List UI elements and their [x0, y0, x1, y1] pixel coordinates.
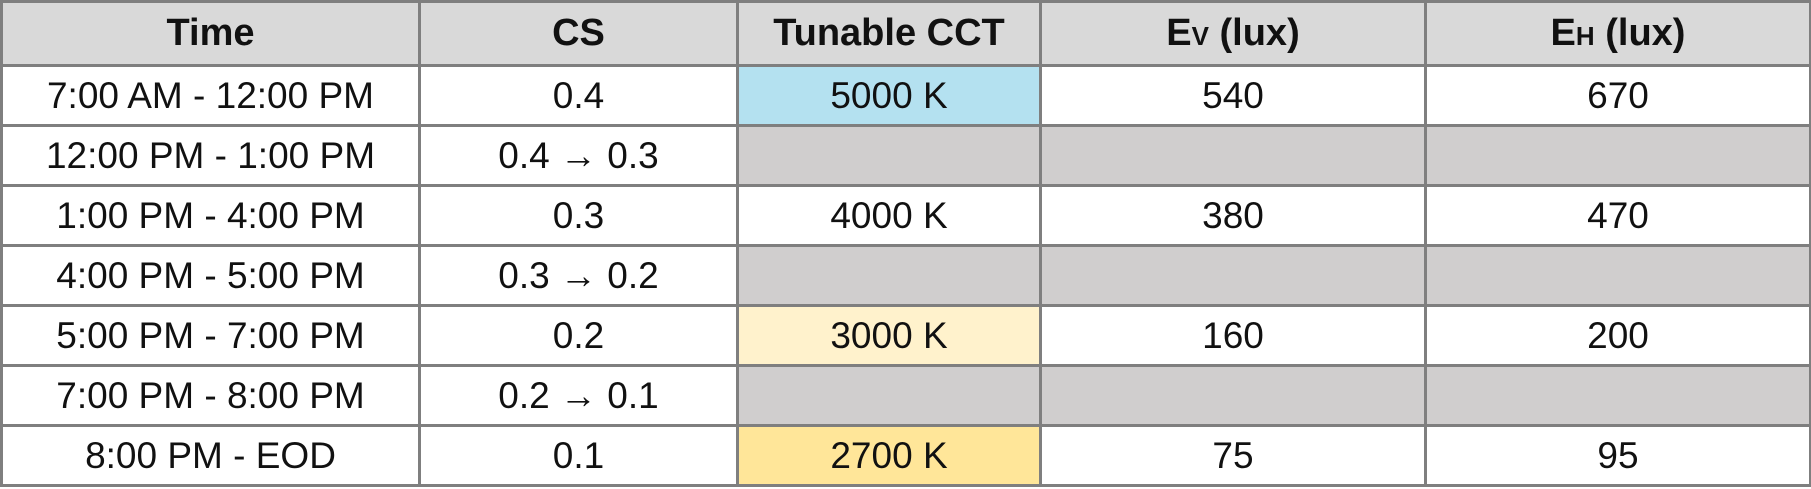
eh-cell: [1424, 364, 1811, 427]
eh-cell: 470: [1424, 184, 1811, 247]
cct-cell: 3000 K: [736, 304, 1042, 367]
header-eh-subscript: H: [1575, 21, 1595, 51]
cct-cell: [736, 364, 1042, 427]
header-ev-unit: (lux): [1208, 12, 1300, 54]
cs-cell: 0.4 → 0.3: [418, 124, 739, 187]
eh-cell: 95: [1424, 424, 1811, 487]
header-cs: CS: [418, 0, 739, 67]
eh-cell: 670: [1424, 64, 1811, 127]
cct-cell: [736, 124, 1042, 187]
table-row: 4:00 PM - 5:00 PM 0.3 → 0.2: [0, 244, 1811, 307]
cct-cell: 2700 K: [736, 424, 1042, 487]
ev-cell: 540: [1039, 64, 1427, 127]
time-cell: 7:00 PM - 8:00 PM: [0, 364, 421, 427]
table-row: 12:00 PM - 1:00 PM 0.4 → 0.3: [0, 124, 1811, 187]
table-row: 5:00 PM - 7:00 PM 0.2 3000 K 160 200: [0, 304, 1811, 367]
header-row: Time CS Tunable CCT EV (lux) EH (lux): [0, 0, 1811, 67]
cs-cell: 0.3 → 0.2: [418, 244, 739, 307]
header-ev-subscript: V: [1191, 21, 1209, 51]
cs-cell: 0.3: [418, 184, 739, 247]
ev-cell: [1039, 244, 1427, 307]
table-row: 7:00 PM - 8:00 PM 0.2 → 0.1: [0, 364, 1811, 427]
table-row: 8:00 PM - EOD 0.1 2700 K 75 95: [0, 424, 1811, 487]
ev-cell: [1039, 364, 1427, 427]
table-row: 1:00 PM - 4:00 PM 0.3 4000 K 380 470: [0, 184, 1811, 247]
header-eh-symbol: E: [1550, 12, 1576, 54]
table-row: 7:00 AM - 12:00 PM 0.4 5000 K 540 670: [0, 64, 1811, 127]
eh-cell: [1424, 124, 1811, 187]
cs-cell: 0.2: [418, 304, 739, 367]
cs-cell: 0.4: [418, 64, 739, 127]
cs-cell: 0.2 → 0.1: [418, 364, 739, 427]
cct-cell: [736, 244, 1042, 307]
header-cct: Tunable CCT: [736, 0, 1042, 67]
ev-cell: 160: [1039, 304, 1427, 367]
header-eh: EH (lux): [1424, 0, 1811, 67]
time-cell: 12:00 PM - 1:00 PM: [0, 124, 421, 187]
time-cell: 8:00 PM - EOD: [0, 424, 421, 487]
time-cell: 5:00 PM - 7:00 PM: [0, 304, 421, 367]
time-cell: 1:00 PM - 4:00 PM: [0, 184, 421, 247]
ev-cell: 380: [1039, 184, 1427, 247]
eh-cell: 200: [1424, 304, 1811, 367]
header-ev: EV (lux): [1039, 0, 1427, 67]
time-cell: 7:00 AM - 12:00 PM: [0, 64, 421, 127]
header-ev-symbol: E: [1166, 12, 1192, 54]
ev-cell: 75: [1039, 424, 1427, 487]
eh-cell: [1424, 244, 1811, 307]
time-cell: 4:00 PM - 5:00 PM: [0, 244, 421, 307]
header-eh-unit: (lux): [1594, 12, 1686, 54]
ev-cell: [1039, 124, 1427, 187]
header-time: Time: [0, 0, 421, 67]
cct-cell: 4000 K: [736, 184, 1042, 247]
cs-cell: 0.1: [418, 424, 739, 487]
cct-cell: 5000 K: [736, 64, 1042, 127]
